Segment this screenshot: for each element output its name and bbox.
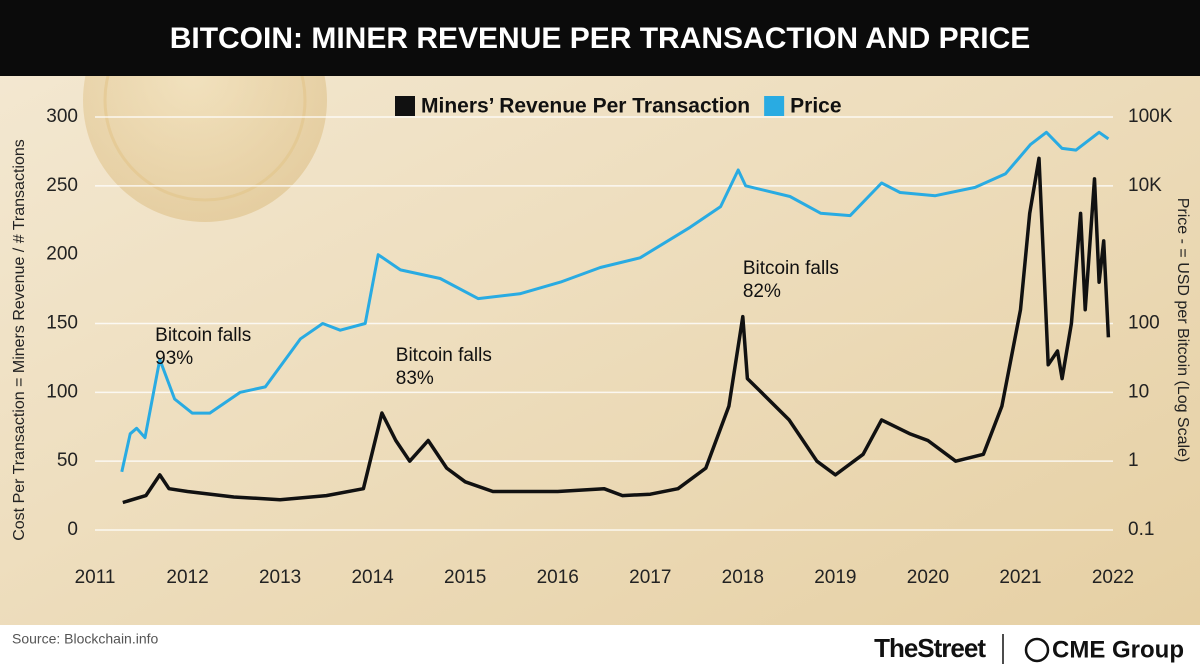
brand-icon bbox=[1024, 637, 1050, 663]
x-tick-label: 2017 bbox=[629, 567, 671, 588]
y-tick-label: 200 bbox=[46, 244, 78, 265]
y-tick-label: 250 bbox=[46, 175, 78, 196]
x-tick-label: 2015 bbox=[444, 567, 486, 588]
y2-tick-label: 100 bbox=[1128, 313, 1160, 334]
y-tick-label: 300 bbox=[46, 106, 78, 127]
x-tick-label: 2022 bbox=[1092, 567, 1134, 588]
y2-tick-label: 0.1 bbox=[1128, 519, 1154, 540]
coin-decoration bbox=[103, 0, 307, 202]
y-tick-label: 150 bbox=[46, 313, 78, 334]
x-tick-label: 2011 bbox=[75, 567, 116, 588]
brand: CME Group bbox=[1052, 636, 1184, 663]
y2-tick-label: 100K bbox=[1128, 106, 1173, 127]
source: Source: Blockchain.info bbox=[12, 631, 159, 647]
y-tick-label: 50 bbox=[57, 450, 78, 471]
y-tick-label: 0 bbox=[67, 519, 78, 540]
title-bar bbox=[0, 0, 1200, 76]
x-tick-label: 2020 bbox=[907, 567, 949, 588]
series-line bbox=[122, 156, 1111, 505]
y2-tick-label: 1 bbox=[1128, 450, 1139, 471]
legend-swatch bbox=[395, 96, 415, 116]
series-line bbox=[120, 130, 1110, 473]
x-tick-label: 2013 bbox=[259, 567, 301, 588]
x-tick-label: 2019 bbox=[814, 567, 856, 588]
legend-swatch bbox=[764, 96, 785, 116]
y-tick-label: 100 bbox=[46, 381, 78, 402]
x-tick-label: 2012 bbox=[166, 567, 208, 588]
x-tick-label: 2018 bbox=[722, 567, 764, 588]
x-tick-label: 2014 bbox=[351, 567, 394, 588]
brand: TheStreet bbox=[874, 633, 986, 663]
footer bbox=[0, 625, 1200, 672]
y2-tick-label: 10K bbox=[1128, 175, 1162, 196]
y-axis-label: Cost Per Transaction = Miners Revenue / … bbox=[11, 139, 28, 541]
legend-label: Price bbox=[790, 95, 841, 118]
y2-axis-label: Price - = USD per Bitcoin (Log Scale) bbox=[1174, 198, 1191, 463]
legend-label: Miners’ Revenue Per Transaction bbox=[421, 95, 750, 118]
chart-title: BITCOIN: MINER REVENUE PER TRANSACTION A… bbox=[170, 22, 1031, 55]
x-tick-label: 2021 bbox=[999, 567, 1041, 588]
y2-tick-label: 10 bbox=[1128, 381, 1149, 402]
annotation: Bitcoin falls 82% bbox=[742, 258, 839, 303]
annotation: Bitcoin falls 93% bbox=[155, 324, 252, 369]
annotation: Bitcoin falls 83% bbox=[395, 345, 492, 390]
x-tick-label: 2016 bbox=[537, 567, 579, 588]
